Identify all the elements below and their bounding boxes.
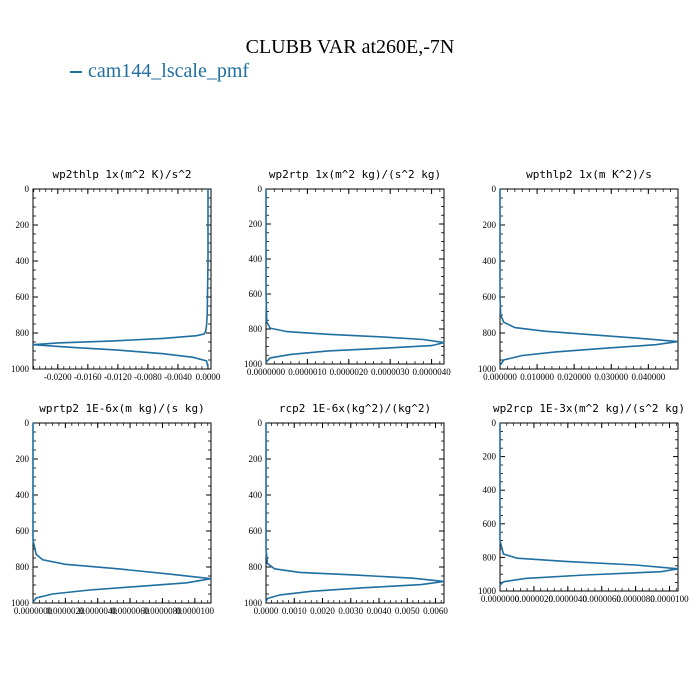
x-tick-label: 0.0000000 xyxy=(14,606,53,616)
y-tick-label: 200 xyxy=(483,220,497,230)
series-line xyxy=(499,423,679,586)
panel-4: wprtp2 1E-6x(m kg)/(s kg) 0 200 400 600 800 10… xyxy=(11,402,214,616)
x-tick-label: -0.0120 xyxy=(104,372,132,382)
y-tick-label: 0 xyxy=(492,184,497,194)
y-tick-label: 0 xyxy=(258,418,263,428)
y-tick-label: 800 xyxy=(483,552,497,562)
plot-frame xyxy=(499,188,679,370)
y-tick-label: 600 xyxy=(249,526,263,536)
x-tick-label: 0.0040 xyxy=(367,606,392,616)
x-tick-label: 0.0000040 xyxy=(549,594,588,604)
y-tick-label: 800 xyxy=(16,562,30,572)
panel-title: wprtp2 1E-6x(m kg)/(s kg) xyxy=(39,402,205,415)
x-tick-label: -0.0200 xyxy=(44,372,72,382)
legend-label: cam144_lscale_pmf xyxy=(88,60,250,82)
y-tick-label: 400 xyxy=(483,485,497,495)
x-tick-label: 0.0000100 xyxy=(650,594,689,604)
x-tick-label: 0.0000 xyxy=(196,372,221,382)
x-tick-label: 0.0000020 xyxy=(330,367,369,377)
y-tick-label: 200 xyxy=(16,220,30,230)
series-line xyxy=(499,189,679,366)
plot-frame xyxy=(265,422,445,604)
y-tick-label: 200 xyxy=(16,454,30,464)
y-tick-label: 0 xyxy=(492,418,497,428)
series-line xyxy=(32,423,212,603)
y-tick-label: 0 xyxy=(25,184,30,194)
x-tick-label: 0.0000080 xyxy=(616,594,655,604)
panel-title: wp2thlp 1x(m^2 K)/s^2 xyxy=(52,168,191,181)
x-tick-label: 0.020000 xyxy=(557,372,591,382)
y-tick-label: 800 xyxy=(16,328,30,338)
figure-title: CLUBB VAR at260E,-7N xyxy=(245,36,455,58)
x-tick-label: -0.0080 xyxy=(134,372,162,382)
x-tick-label: 0.0000000 xyxy=(481,594,520,604)
x-tick-label: 0.0000100 xyxy=(176,606,215,616)
x-tick-label: 0.040000 xyxy=(631,372,665,382)
y-tick-label: 400 xyxy=(16,256,30,266)
x-tick-label: 0.0000030 xyxy=(371,367,410,377)
x-tick-label: 0.0000020 xyxy=(46,606,85,616)
y-tick-label: 600 xyxy=(483,292,497,302)
y-tick-label: 0 xyxy=(25,418,30,428)
y-tick-label: 800 xyxy=(249,324,263,334)
y-tick-label: 600 xyxy=(483,519,497,529)
x-tick-label: 0.0000060 xyxy=(111,606,150,616)
y-tick-label: 1000 xyxy=(11,364,30,374)
series-line xyxy=(32,189,209,368)
x-tick-label: 0.0030 xyxy=(338,606,363,616)
x-tick-label: 0.0000080 xyxy=(143,606,182,616)
panel-title: wp2rtp 1x(m^2 kg)/(s^2 kg) xyxy=(269,168,441,181)
x-tick-label: -0.0160 xyxy=(74,372,102,382)
panel-1: wp2thlp 1x(m^2 K)/s^2 0 200 400 600 800 1000 -0… xyxy=(11,168,221,382)
x-tick-label: 0.0020 xyxy=(310,606,335,616)
x-tick-label: 0.030000 xyxy=(594,372,628,382)
y-tick-label: 1000 xyxy=(478,364,497,374)
y-tick-label: 600 xyxy=(16,526,30,536)
x-tick-label: 0.0000040 xyxy=(412,367,451,377)
y-tick-label: 1000 xyxy=(11,598,30,608)
panel-title: wp2rcp 1E-3x(m^2 kg)/(s^2 kg) xyxy=(493,402,685,415)
y-tick-label: 1000 xyxy=(244,598,263,608)
x-tick-label: 0.0000000 xyxy=(247,367,286,377)
panel-title: wpthlp2 1x(m K^2)/s xyxy=(526,168,652,181)
y-tick-label: 1000 xyxy=(244,359,263,369)
y-tick-label: 400 xyxy=(483,256,497,266)
y-tick-label: 1000 xyxy=(478,586,497,596)
x-tick-label: 0.0000060 xyxy=(583,594,622,604)
y-tick-label: 400 xyxy=(249,490,263,500)
x-tick-label: 0.000000 xyxy=(483,372,517,382)
y-tick-label: 800 xyxy=(249,562,263,572)
x-tick-label: 0.0060 xyxy=(423,606,448,616)
series-line xyxy=(265,423,445,603)
panel-5: rcp2 1E-6x(kg^2)/(kg^2) 0 200 400 600 800 1000… xyxy=(244,402,448,616)
x-tick-label: 0.0000040 xyxy=(79,606,118,616)
y-tick-label: 600 xyxy=(16,292,30,302)
y-tick-label: 800 xyxy=(483,328,497,338)
legend-line-swatch xyxy=(70,71,82,74)
y-tick-label: 200 xyxy=(483,452,497,462)
panel-2: wp2rtp 1x(m^2 kg)/(s^2 kg) 0 200 400 600 800 1… xyxy=(244,168,451,377)
plot-frame xyxy=(32,188,212,370)
y-tick-label: 200 xyxy=(249,219,263,229)
legend: cam144_lscale_pmf xyxy=(70,60,249,83)
x-tick-label: 0.0000 xyxy=(254,606,279,616)
y-tick-label: 0 xyxy=(258,184,263,194)
y-tick-label: 400 xyxy=(16,490,30,500)
series-line xyxy=(265,189,445,363)
y-tick-label: 400 xyxy=(249,254,263,264)
x-tick-label: 0.0050 xyxy=(395,606,420,616)
panel-6: wp2rcp 1E-3x(m^2 kg)/(s^2 kg) 0 200 400 600 8… xyxy=(478,402,689,604)
x-tick-label: 0.0000010 xyxy=(288,367,327,377)
x-tick-label: 0.010000 xyxy=(520,372,554,382)
y-tick-label: 200 xyxy=(249,454,263,464)
x-tick-label: 0.0000020 xyxy=(515,594,554,604)
panel-title: rcp2 1E-6x(kg^2)/(kg^2) xyxy=(279,402,431,415)
x-tick-label: 0.0010 xyxy=(282,606,307,616)
y-tick-label: 600 xyxy=(249,289,263,299)
panel-3: wpthlp2 1x(m K^2)/s 0 200 400 600 800 10000.00… xyxy=(478,168,679,382)
x-tick-label: -0.0040 xyxy=(164,372,192,382)
plot-frame xyxy=(265,188,445,365)
